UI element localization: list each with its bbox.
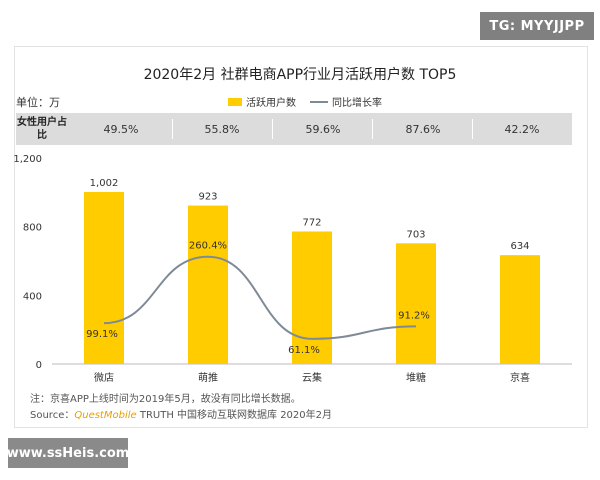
female-share-weidian: 49.5% — [103, 122, 139, 136]
source-brand: QuestMobile — [74, 410, 137, 421]
site-watermark: www.ssHeis.com — [7, 438, 129, 468]
female-share-header: 女性用户占比 — [17, 117, 67, 141]
growth-value-label: 260.4% — [189, 241, 227, 252]
source-line: Source：QuestMobile TRUTH 中国移动互联网数据库 2020… — [30, 406, 332, 421]
legend-line-label: 同比增长率 — [332, 98, 382, 109]
y-tick-label: 0 — [36, 360, 42, 371]
growth-line — [103, 255, 417, 340]
chart-title: 2020年2月 社群电商APP行业月活跃用户数 TOP5 — [143, 67, 457, 83]
bar-0 — [84, 191, 124, 364]
source-prefix: Source： — [30, 410, 75, 421]
x-tick-label: 云集 — [302, 371, 322, 384]
legend-bar-label: 活跃用户数 — [246, 98, 296, 109]
unit-label: 单位：万 — [16, 96, 60, 109]
share-separator — [372, 119, 373, 139]
bar-3 — [396, 243, 436, 364]
legend-bar-swatch — [228, 97, 242, 106]
female-share-mengtui: 55.8% — [204, 122, 240, 136]
share-separator — [472, 119, 473, 139]
bar-2 — [292, 231, 332, 364]
bar-value-label: 923 — [198, 192, 217, 203]
source-suffix: TRUTH 中国移动互联网数据库 2020年2月 — [136, 410, 333, 421]
female-share-yunji: 59.6% — [305, 122, 341, 136]
footnote: 注：京喜APP上线时间为2019年5月，故没有同比增长数据。 — [30, 394, 301, 405]
growth-value-label: 99.1% — [86, 329, 118, 340]
growth-value-label: 91.2% — [398, 310, 430, 321]
growth-value-label: 61.1% — [288, 345, 320, 356]
bar-4 — [500, 255, 540, 364]
tg-badge: TG: MYYJJPP — [480, 12, 594, 40]
bar-value-label: 703 — [406, 229, 425, 240]
x-tick-label: 萌推 — [198, 371, 218, 384]
x-tick-label: 堆糖 — [406, 371, 426, 384]
bar-value-label: 1,002 — [90, 178, 119, 189]
bar-value-label: 634 — [510, 241, 529, 252]
y-tick-label: 1,200 — [13, 154, 42, 165]
y-tick-label: 400 — [23, 291, 42, 302]
share-separator — [272, 119, 273, 139]
legend-line-swatch — [310, 100, 328, 103]
share-separator — [172, 119, 173, 139]
x-tick-label: 微店 — [94, 371, 114, 384]
female-share-jingxi: 42.2% — [504, 122, 540, 136]
bar-value-label: 772 — [302, 217, 321, 228]
female-share-duitang: 87.6% — [405, 122, 441, 136]
x-tick-label: 京喜 — [510, 371, 530, 384]
bar-1 — [188, 205, 228, 364]
y-tick-label: 800 — [23, 223, 42, 234]
female-share-strip: 女性用户占比 49.5% 55.8% 59.6% 87.6% 42.2% — [16, 113, 572, 145]
legend: 活跃用户数 同比增长率 — [228, 94, 382, 109]
